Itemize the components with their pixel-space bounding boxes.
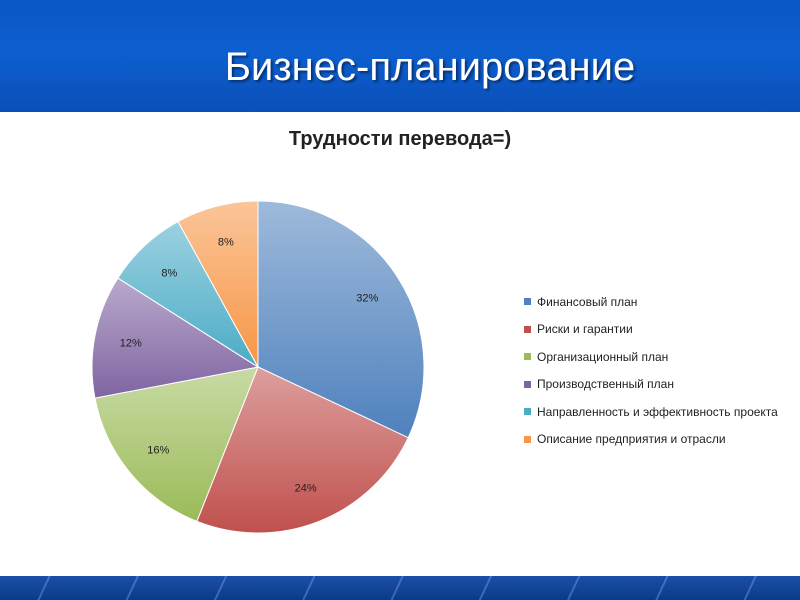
legend-item: Описание предприятия и отрасли — [524, 426, 778, 454]
legend-label: Производственный план — [537, 377, 674, 392]
pie-label-2: 16% — [147, 445, 169, 457]
chart-title: Трудности перевода=) — [288, 128, 512, 150]
legend-swatch — [524, 380, 531, 388]
legend-item: Риски и гарантии — [524, 316, 778, 344]
footer-decoration — [0, 576, 800, 600]
legend-label: Описание предприятия и отрасли — [537, 432, 726, 447]
pie-label-5: 8% — [218, 237, 234, 249]
pie-label-1: 24% — [295, 482, 317, 494]
pie-slice-2 — [94, 366, 259, 522]
slide-header: Бизнес-планирование — [0, 0, 800, 112]
legend-item: Направленность и эффективность проекта — [524, 398, 778, 426]
legend-label: Риски и гарантии — [537, 322, 633, 337]
legend-swatch — [524, 408, 531, 416]
legend-label: Организационный план — [537, 349, 669, 364]
legend-swatch — [524, 298, 531, 306]
legend-item: Производственный план — [524, 371, 778, 399]
chart-legend: Финансовый план Риски и гарантии Организац… — [524, 288, 778, 453]
legend-label: Финансовый план — [537, 294, 638, 309]
pie-slice-1 — [196, 366, 409, 534]
legend-swatch — [524, 435, 531, 443]
pie-label-0: 32% — [356, 293, 378, 305]
pie-slice-3 — [91, 277, 260, 399]
pie-label-4: 8% — [161, 268, 177, 280]
pie-label-3: 12% — [120, 338, 142, 350]
pie-slice-0 — [257, 200, 425, 439]
legend-swatch — [524, 353, 531, 361]
legend-item: Организационный план — [524, 343, 778, 371]
legend-item: Финансовый план — [524, 288, 778, 316]
legend-swatch — [524, 325, 531, 333]
legend-label: Направленность и эффективность проекта — [537, 404, 778, 419]
slide-footer — [0, 576, 800, 600]
slide-title: Бизнес-планирование — [224, 45, 636, 89]
pie-slice-5 — [177, 200, 259, 368]
